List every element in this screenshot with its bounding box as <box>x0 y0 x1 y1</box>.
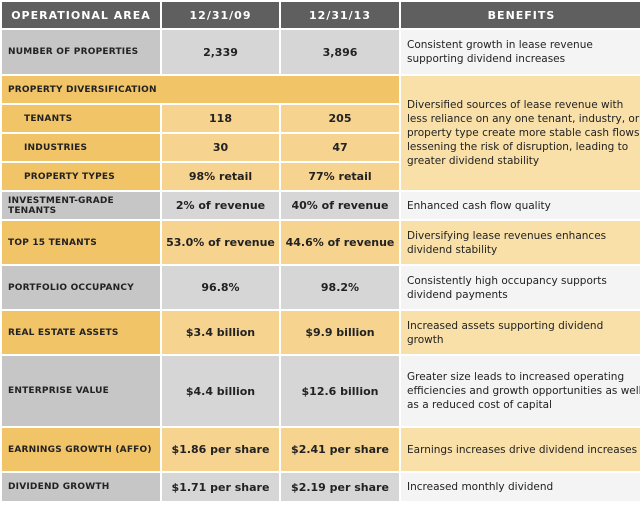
row-label: PROPERTY TYPES <box>2 163 160 190</box>
benefit-text: Diversified sources of lease revenue wit… <box>401 76 640 190</box>
row-label: REAL ESTATE ASSETS <box>2 311 160 354</box>
table-row: INVESTMENT-GRADE TENANTS 2% of revenue 4… <box>2 192 640 219</box>
row-label: PORTFOLIO OCCUPANCY <box>2 266 160 309</box>
table-row: REAL ESTATE ASSETS $3.4 billion $9.9 bil… <box>2 311 640 354</box>
benefit-text: Greater size leads to increased operatin… <box>401 356 640 426</box>
value-2013: 77% retail <box>281 163 399 190</box>
table-row: PORTFOLIO OCCUPANCY 96.8% 98.2% Consiste… <box>2 266 640 309</box>
benefit-text: Increased monthly dividend <box>401 473 640 501</box>
benefit-text: Consistent growth in lease revenue suppo… <box>401 30 640 74</box>
row-label: TENANTS <box>2 105 160 132</box>
value-2013: $2.41 per share <box>281 428 399 471</box>
value-2009: $4.4 billion <box>162 356 279 426</box>
header-2013: 12/31/13 <box>281 2 399 28</box>
table-row: PROPERTY DIVERSIFICATION Diversified sou… <box>2 76 640 190</box>
value-2013: 98.2% <box>281 266 399 309</box>
row-label: INVESTMENT-GRADE TENANTS <box>2 192 160 219</box>
benefit-text: Consistently high occupancy supports div… <box>401 266 640 309</box>
table-row: INDUSTRIES 30 47 <box>2 134 640 161</box>
value-2009: 2,339 <box>162 30 279 74</box>
benefit-text: Diversifying lease revenues enhances div… <box>401 221 640 264</box>
row-label: INDUSTRIES <box>2 134 160 161</box>
table-row: NUMBER OF PROPERTIES 2,339 3,896 Consist… <box>2 30 640 74</box>
table-row: TOP 15 TENANTS 53.0% of revenue 44.6% of… <box>2 221 640 264</box>
value-2009: $1.71 per share <box>162 473 279 501</box>
table-row: DIVIDEND GROWTH $1.71 per share $2.19 pe… <box>2 473 640 501</box>
value-2013: 3,896 <box>281 30 399 74</box>
header-operational-area: OPERATIONAL AREA <box>2 2 160 28</box>
table-row: TENANTS 118 205 <box>2 105 640 132</box>
value-2009: 96.8% <box>162 266 279 309</box>
value-2009: 98% retail <box>162 163 279 190</box>
row-label: NUMBER OF PROPERTIES <box>2 30 160 74</box>
value-2009: $3.4 billion <box>162 311 279 354</box>
value-2013: $2.19 per share <box>281 473 399 501</box>
value-2013: 40% of revenue <box>281 192 399 219</box>
table-row: EARNINGS GROWTH (AFFO) $1.86 per share $… <box>2 428 640 471</box>
table-row: PROPERTY TYPES 98% retail 77% retail <box>2 163 640 190</box>
row-label: PROPERTY DIVERSIFICATION <box>2 76 399 103</box>
row-label: TOP 15 TENANTS <box>2 221 160 264</box>
value-2013: 47 <box>281 134 399 161</box>
row-label: EARNINGS GROWTH (AFFO) <box>2 428 160 471</box>
table-row: ENTERPRISE VALUE $4.4 billion $12.6 bill… <box>2 356 640 426</box>
value-2009: 30 <box>162 134 279 161</box>
value-2009: 53.0% of revenue <box>162 221 279 264</box>
benefit-text: Increased assets supporting dividend gro… <box>401 311 640 354</box>
row-label: ENTERPRISE VALUE <box>2 356 160 426</box>
value-2009: 2% of revenue <box>162 192 279 219</box>
value-2013: $9.9 billion <box>281 311 399 354</box>
row-label: DIVIDEND GROWTH <box>2 473 160 501</box>
value-2013: 205 <box>281 105 399 132</box>
value-2013: 44.6% of revenue <box>281 221 399 264</box>
value-2009: $1.86 per share <box>162 428 279 471</box>
header-benefits: BENEFITS <box>401 2 640 28</box>
header-row: OPERATIONAL AREA 12/31/09 12/31/13 BENEF… <box>2 2 640 28</box>
benefit-text: Earnings increases drive dividend increa… <box>401 428 640 471</box>
value-2013: $12.6 billion <box>281 356 399 426</box>
value-2009: 118 <box>162 105 279 132</box>
benefit-text: Enhanced cash flow quality <box>401 192 640 219</box>
header-2009: 12/31/09 <box>162 2 279 28</box>
